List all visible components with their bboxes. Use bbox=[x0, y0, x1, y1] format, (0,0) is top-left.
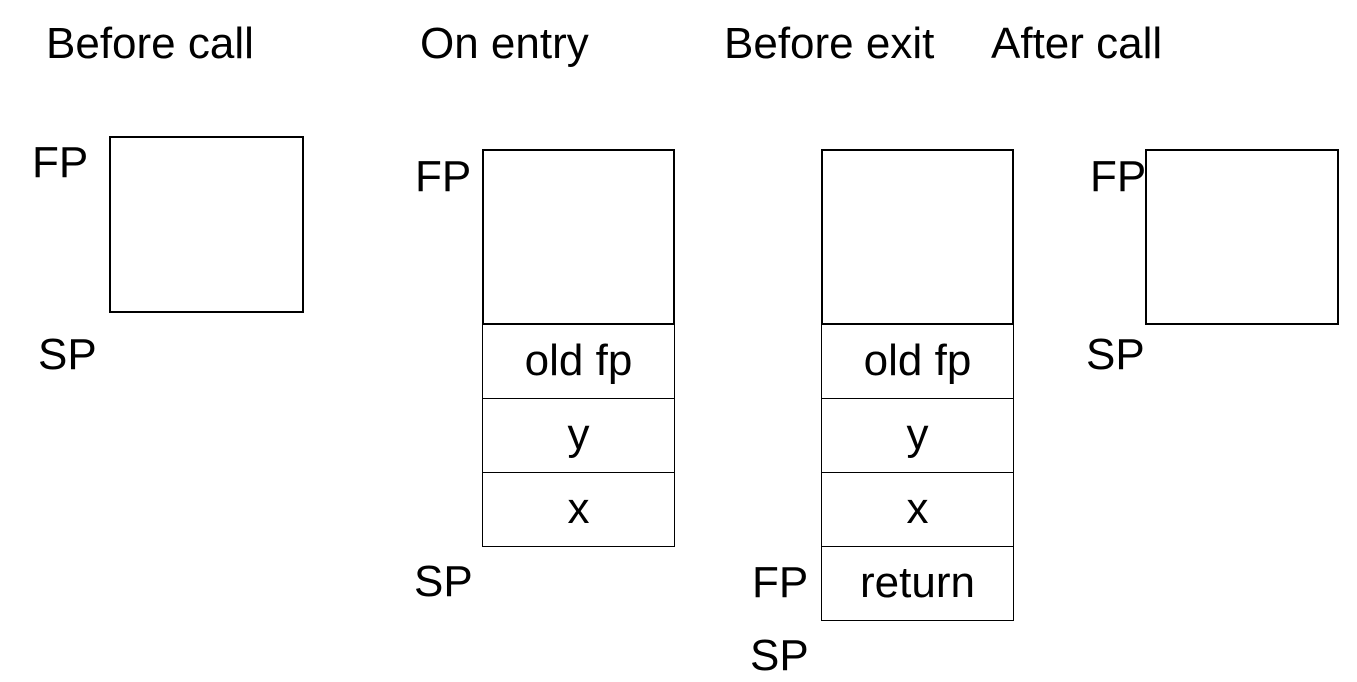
sp-label-after-call: SP bbox=[1086, 330, 1145, 379]
stack-cell-y: y bbox=[821, 399, 1014, 473]
stack-cell-return: return bbox=[821, 547, 1014, 621]
sp-label-on-entry: SP bbox=[414, 557, 473, 606]
title-on-entry: On entry bbox=[420, 19, 589, 68]
stack-cell-x: x bbox=[482, 473, 675, 547]
fp-label-before-call: FP bbox=[32, 138, 89, 187]
fp-label-after-call: FP bbox=[1090, 152, 1147, 201]
stack-cell-y: y bbox=[482, 399, 675, 473]
caller-frame-box-after-call bbox=[1145, 149, 1339, 325]
title-before-call: Before call bbox=[46, 19, 254, 68]
stack-before-exit: old fp y x return bbox=[821, 149, 1014, 621]
title-after-call: After call bbox=[991, 19, 1163, 68]
stack-cell-x: x bbox=[821, 473, 1014, 547]
fp-label-on-entry: FP bbox=[415, 152, 472, 201]
title-before-exit: Before exit bbox=[724, 19, 935, 68]
stack-cell-old-fp: old fp bbox=[482, 325, 675, 399]
caller-frame-box-before-call bbox=[109, 136, 304, 313]
caller-frame-box-on-entry bbox=[482, 149, 675, 325]
stack-on-entry: old fp y x bbox=[482, 149, 675, 547]
stack-cell-old-fp: old fp bbox=[821, 325, 1014, 399]
sp-label-before-call: SP bbox=[38, 330, 97, 379]
caller-frame-box-before-exit bbox=[821, 149, 1014, 325]
sp-label-before-exit: SP bbox=[750, 631, 809, 680]
fp-label-before-exit: FP bbox=[752, 558, 809, 607]
